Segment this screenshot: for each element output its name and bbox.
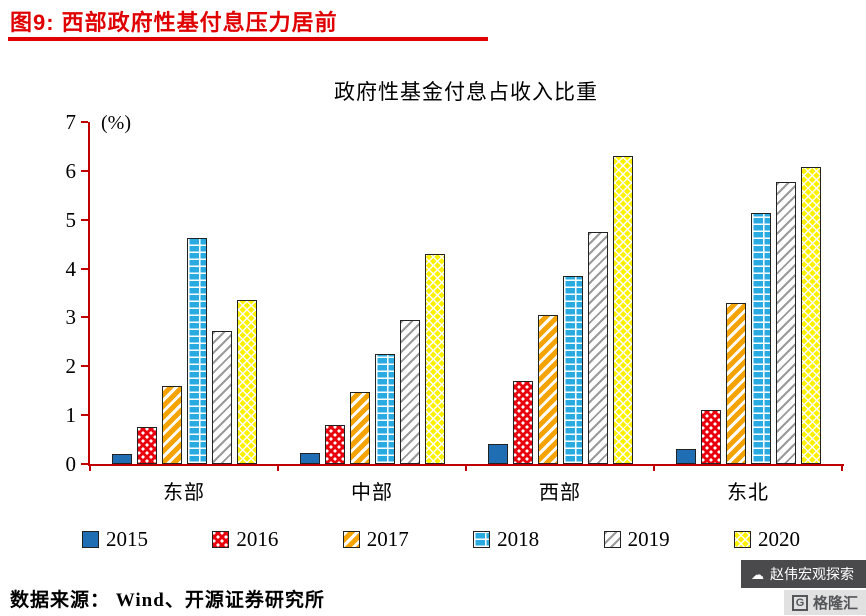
- bar-2019-中部: [399, 319, 420, 464]
- bar-2017-中部: [349, 392, 370, 464]
- y-tick-label: 1: [65, 403, 77, 428]
- watermark-text: 赵伟宏观探索: [770, 566, 854, 582]
- legend-item-2019: 2019: [603, 527, 670, 552]
- cloud-icon: ☁: [751, 566, 764, 582]
- bar-2015-西部: [487, 444, 508, 464]
- legend-swatch: [603, 531, 621, 548]
- y-axis-line: [88, 122, 90, 466]
- x-tick-mark: [465, 464, 467, 471]
- legend-swatch: [473, 531, 491, 548]
- legend-swatch: [342, 531, 360, 548]
- bar-2015-东部: [111, 454, 132, 464]
- legend-swatch: [212, 531, 230, 548]
- y-tick-mark: [81, 463, 88, 465]
- bar-2020-中部: [424, 253, 445, 464]
- legend: 2015 2016 2017 2018 2019 2020: [82, 527, 800, 552]
- legend-label: 2017: [366, 527, 409, 551]
- y-tick-label: 4: [65, 256, 77, 281]
- y-tick-mark: [81, 267, 88, 270]
- legend-label: 2020: [757, 527, 800, 551]
- bar-2019-东北: [775, 182, 796, 464]
- x-tick-mark: [841, 464, 843, 471]
- bar-2018-东北: [750, 212, 771, 464]
- bar-2017-西部: [537, 314, 558, 464]
- legend-item-2020: 2020: [733, 527, 800, 552]
- watermark-banner: ☁ 赵伟宏观探索: [741, 560, 866, 588]
- bar-2016-中部: [324, 424, 345, 464]
- y-tick-mark: [81, 365, 88, 368]
- bar-2015-东北: [675, 449, 696, 464]
- legend-label: 2018: [497, 527, 540, 551]
- x-category-label: 中部: [351, 482, 393, 504]
- chart-title: 政府性基金付息占收入比重: [334, 80, 598, 104]
- y-tick-mark: [81, 218, 88, 221]
- figure-title: 图9: 西部政府性基付息压力居前: [10, 10, 338, 35]
- legend-swatch: [82, 531, 99, 548]
- bar-2016-东北: [700, 410, 721, 464]
- y-tick-label: 3: [65, 305, 77, 330]
- bar-2018-西部: [562, 275, 583, 464]
- bar-2017-东北: [725, 302, 746, 464]
- gelonghui-logo: G 格隆汇: [783, 590, 866, 615]
- gelonghui-g-icon: G: [791, 594, 808, 611]
- y-tick-mark: [81, 121, 88, 123]
- legend-item-2017: 2017: [342, 527, 409, 552]
- legend-item-2018: 2018: [473, 527, 539, 552]
- legend-label: 2015: [106, 527, 148, 551]
- y-tick-label: 2: [65, 354, 77, 379]
- data-source-note: 数据来源： Wind、开源证券研究所: [10, 590, 325, 611]
- y-tick-mark: [81, 169, 88, 172]
- y-tick-label: 5: [65, 207, 77, 232]
- x-tick-mark: [653, 464, 655, 471]
- legend-label: 2019: [627, 527, 670, 551]
- legend-label: 2016: [236, 527, 279, 551]
- y-tick-mark: [81, 316, 88, 319]
- y-axis-unit-label: (%): [101, 112, 131, 134]
- watermark: ☁ 赵伟宏观探索 G 格隆汇: [741, 560, 866, 615]
- bar-2016-东部: [136, 426, 157, 464]
- bar-2020-东部: [236, 299, 257, 464]
- legend-item-2016: 2016: [212, 527, 278, 552]
- bar-2015-中部: [299, 453, 320, 464]
- x-tick-mark: [277, 464, 279, 471]
- bar-2018-中部: [374, 354, 395, 464]
- bar-2017-东部: [161, 385, 182, 464]
- title-underline: [8, 37, 488, 41]
- y-tick-mark: [81, 414, 88, 417]
- x-tick-mark: [89, 464, 91, 471]
- legend-swatch: [733, 531, 751, 548]
- bar-2020-东北: [800, 166, 821, 464]
- y-tick-label: 0: [65, 452, 77, 476]
- x-category-label: 东部: [163, 482, 205, 504]
- bar-2019-西部: [587, 231, 608, 464]
- bar-2016-西部: [512, 380, 533, 464]
- bar-2019-东部: [211, 331, 232, 464]
- gelonghui-logo-text: 格隆汇: [812, 595, 858, 612]
- bar-2020-西部: [612, 156, 633, 464]
- y-tick-label: 7: [65, 110, 77, 134]
- legend-item-2015: 2015: [82, 527, 148, 552]
- y-tick-label: 6: [65, 158, 77, 183]
- x-category-label: 东北: [727, 482, 769, 504]
- bar-2018-东部: [186, 237, 207, 464]
- x-category-label: 西部: [539, 482, 581, 504]
